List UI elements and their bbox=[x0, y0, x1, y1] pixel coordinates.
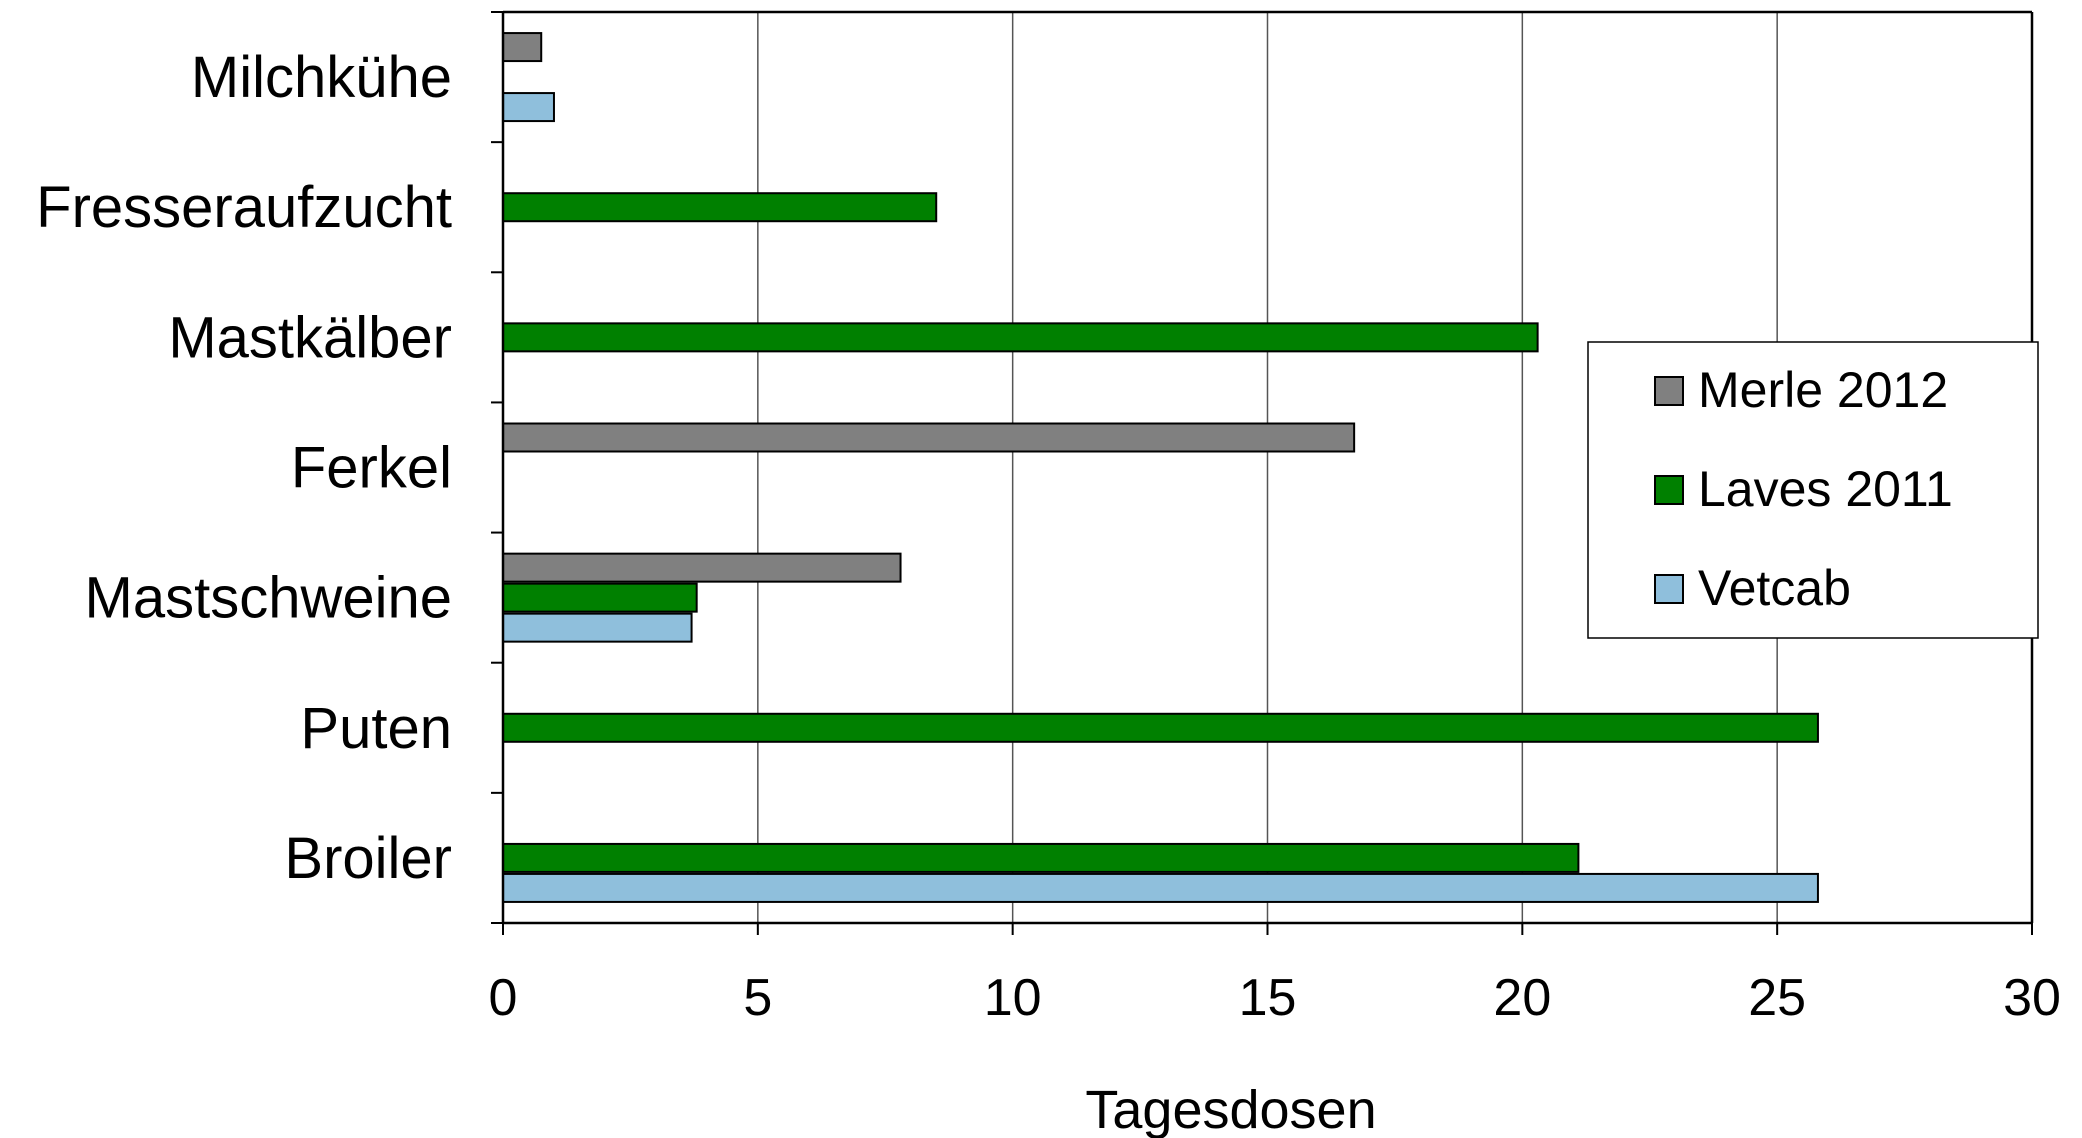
x-tick-label: 5 bbox=[743, 969, 772, 1027]
category-labels: Milchkühe Fresseraufzucht Mastkälber Ferkel… bbox=[36, 45, 452, 891]
x-tick-label: 20 bbox=[1493, 969, 1551, 1027]
bar bbox=[502, 842, 1580, 873]
category-label: Puten bbox=[300, 696, 452, 761]
legend-swatch bbox=[1654, 574, 1684, 604]
x-tick-label: 0 bbox=[489, 969, 518, 1027]
x-tick-label: 25 bbox=[1748, 969, 1806, 1027]
category-label: Milchkühe bbox=[191, 45, 452, 110]
legend-entry: Vetcab bbox=[1698, 560, 1851, 616]
bar bbox=[502, 712, 1819, 743]
x-tick-label: 15 bbox=[1239, 969, 1297, 1027]
bars bbox=[502, 32, 1819, 903]
x-axis-label: Tagesdosen bbox=[1085, 1080, 1376, 1138]
category-label: Mastschweine bbox=[85, 566, 452, 631]
x-tick-label: 30 bbox=[2003, 969, 2061, 1027]
legend-entry: Merle 2012 bbox=[1698, 362, 1948, 418]
category-label: Broiler bbox=[284, 826, 452, 891]
category-label: Mastkälber bbox=[168, 305, 452, 370]
legend-swatch bbox=[1654, 376, 1684, 406]
x-tick-labels: 0 5 10 15 20 25 30 bbox=[489, 969, 2061, 1027]
bar bbox=[502, 322, 1539, 353]
legend-entry: Laves 2011 bbox=[1698, 461, 1953, 517]
bar bbox=[502, 32, 543, 63]
x-tick-label: 10 bbox=[984, 969, 1042, 1027]
bar bbox=[502, 192, 938, 223]
bar bbox=[502, 582, 698, 613]
bar bbox=[502, 92, 555, 123]
bar bbox=[502, 612, 693, 643]
legend-swatch bbox=[1654, 475, 1684, 505]
category-label: Fresseraufzucht bbox=[36, 175, 452, 240]
legend: Merle 2012 Laves 2011 Vetcab bbox=[1587, 341, 2039, 639]
bar bbox=[502, 422, 1356, 453]
category-label: Ferkel bbox=[291, 436, 452, 501]
bar bbox=[502, 872, 1819, 903]
bar bbox=[502, 552, 902, 583]
